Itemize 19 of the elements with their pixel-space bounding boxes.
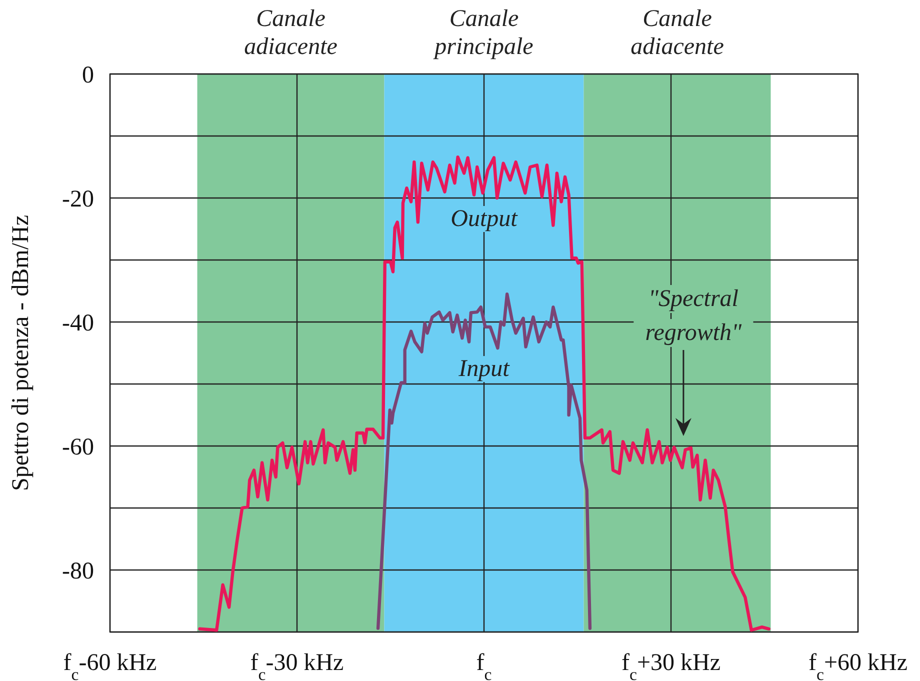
x-tick-label: f$_{c}$+60 kHz [808,650,908,681]
annotation: "Spectral regrowth" [645,286,743,346]
x-tick-label: f$_{c}$+30 kHz [622,650,720,681]
x-tick-label: f$_{c}$-30 kHz [250,650,344,681]
x-tick-label: f$_{c}$ [476,650,492,681]
series-label: Output [450,206,519,232]
y-tick-label: -80 [62,558,94,584]
band-label: Canale adiacente [244,6,338,60]
x-tick-label: f$_{c}$-60 kHz [63,650,157,681]
band-label: Canale principale [432,6,534,60]
y-tick-label: -60 [62,434,94,460]
y-axis-title: Spettro di potenza - dBm/Hz [8,215,34,491]
y-tick-label: 0 [82,62,94,88]
band-label: Canale adiacente [630,6,724,60]
series-label: Input [458,356,511,382]
y-tick-label: -40 [62,310,94,336]
line-series [198,155,770,632]
y-tick-label: -20 [62,186,94,212]
line-series [376,292,592,630]
